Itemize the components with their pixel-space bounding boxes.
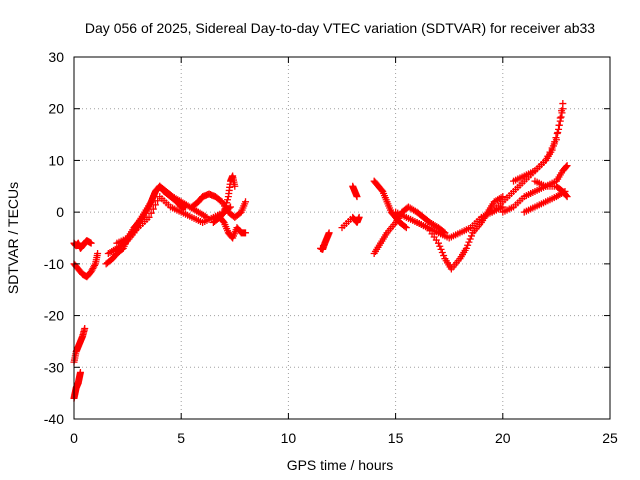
y-tick-label: 30 [48,49,64,65]
data-point [467,232,475,240]
data-point [546,148,554,156]
x-tick-label: 0 [70,430,78,446]
data-point [558,107,566,115]
data-point [466,235,474,243]
data-point [154,197,162,205]
x-tick-label: 5 [177,430,185,446]
data-point [147,209,155,217]
data-point [224,196,232,204]
data-point [219,209,227,217]
y-tick-label: -20 [44,308,64,324]
data-point [353,193,361,201]
data-point [94,250,102,258]
x-tick-label: 20 [495,430,511,446]
y-tick-label: -30 [44,359,64,375]
data-point [465,238,473,246]
data-point [550,140,558,148]
y-axis-label: SDTVAR / TECUs [5,182,21,294]
data-point [220,208,228,216]
data-point [231,182,239,190]
data-point [462,244,470,252]
data-point [221,205,229,213]
data-point [91,261,99,269]
data-point [542,156,550,164]
data-point [440,252,448,260]
data-point [544,152,552,160]
data-point [563,193,571,201]
data-point [548,144,556,152]
data-point [559,100,567,108]
y-tick-label: 10 [48,152,64,168]
x-tick-label: 25 [602,430,618,446]
data-point [325,229,333,237]
tick-labels: 0 5 10 15 20 25 -40 -30 -20 -10 0 10 20 30 [44,49,618,446]
data-point [223,199,231,207]
y-tick-label: 0 [56,204,64,220]
x-tick-label: 15 [388,430,404,446]
data-point [242,229,250,237]
grid-lines [74,57,610,419]
data-point [437,245,445,253]
data-point [242,198,250,206]
data-point [434,239,442,247]
data-point [464,241,472,249]
data-point [557,113,565,121]
data-point [554,129,562,137]
data-point [355,213,363,221]
data-point [562,192,570,200]
y-tick-label: -40 [44,411,64,427]
plot-frame [73,56,611,420]
data-point [87,239,95,247]
y-tick-label: 20 [48,101,64,117]
data-points [70,100,571,402]
x-tick-label: 10 [281,430,297,446]
y-tick-label: -10 [44,256,64,272]
data-point [145,213,153,221]
data-point [76,368,84,376]
axis-ticks [73,56,611,420]
data-point [401,223,409,231]
data-point [222,202,230,210]
data-point [81,325,89,332]
data-point [227,203,235,211]
data-point [402,224,410,232]
data-point [556,114,564,122]
data-point [149,205,157,213]
data-point [151,201,159,209]
data-point [552,136,560,144]
data-point [562,163,570,171]
data-point [438,248,446,256]
data-point [555,121,563,129]
data-point [436,242,444,250]
data-point [563,162,571,170]
chart-title: Day 056 of 2025, Sidereal Day-to-day VTE… [85,20,595,36]
x-axis-label: GPS time / hours [287,457,394,473]
